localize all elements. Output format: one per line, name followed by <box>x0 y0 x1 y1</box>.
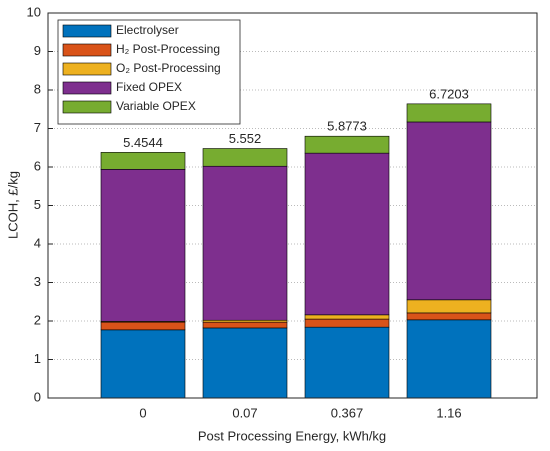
y-tick-label: 9 <box>34 43 41 58</box>
legend-label: Variable OPEX <box>116 99 196 113</box>
y-tick-label: 3 <box>34 274 41 289</box>
bar-segment <box>100 152 186 170</box>
x-axis-label: Post Processing Energy, kWh/kg <box>198 428 386 443</box>
legend: Electrolyser H₂ Post-Processing O₂ Post-Pr… <box>57 19 241 125</box>
bar-segment <box>406 121 492 301</box>
y-tick-label: 8 <box>34 81 41 96</box>
bar-segment <box>406 103 492 123</box>
axes-box <box>47 12 538 399</box>
bar-label: 5.8773 <box>327 119 367 134</box>
y-tick-label: 6 <box>34 158 41 173</box>
legend-label: Electrolyser <box>116 23 179 37</box>
bar-segment <box>304 326 390 399</box>
bar-segment <box>304 135 390 154</box>
bar-segment <box>304 152 390 316</box>
x-tick-label: 0.367 <box>331 405 364 420</box>
legend-swatch <box>62 24 112 38</box>
bar-label: 5.4544 <box>123 135 163 150</box>
legend-label: O₂ Post-Processing <box>116 61 221 75</box>
legend-label: H₂ Post-Processing <box>116 42 220 56</box>
legend-swatch <box>62 43 112 57</box>
bar-segment <box>100 321 186 331</box>
bar-label: 6.7203 <box>429 86 469 101</box>
bar-segment <box>406 312 492 321</box>
bar-segment <box>202 321 288 329</box>
y-tick-label: 2 <box>34 312 41 327</box>
y-tick-label: 7 <box>34 120 41 135</box>
legend-label: Fixed OPEX <box>116 80 182 94</box>
bar-segment <box>406 319 492 399</box>
bar-segment <box>202 327 288 399</box>
y-tick-label: 10 <box>27 4 41 19</box>
bar-segment <box>100 329 186 399</box>
y-tick-label: 5 <box>34 197 41 212</box>
y-tick-label: 4 <box>34 235 41 250</box>
bar-segment <box>304 318 390 328</box>
bar-segment <box>202 148 288 167</box>
x-tick-label: 0 <box>139 405 146 420</box>
y-axis-label: LCOH, £/kg <box>5 171 20 239</box>
x-tick-label: 0.07 <box>232 405 257 420</box>
y-tick-label: 1 <box>34 351 41 366</box>
legend-swatch <box>62 81 112 95</box>
bar-segment <box>304 314 390 320</box>
legend-swatch <box>62 100 112 114</box>
x-tick-label: 1.16 <box>436 405 461 420</box>
bar-segment <box>406 299 492 314</box>
bar-segment <box>202 165 288 321</box>
bar-label: 5.552 <box>229 131 262 146</box>
y-tick-label: 0 <box>34 389 41 404</box>
legend-swatch <box>62 62 112 76</box>
bar-segment <box>100 169 186 322</box>
